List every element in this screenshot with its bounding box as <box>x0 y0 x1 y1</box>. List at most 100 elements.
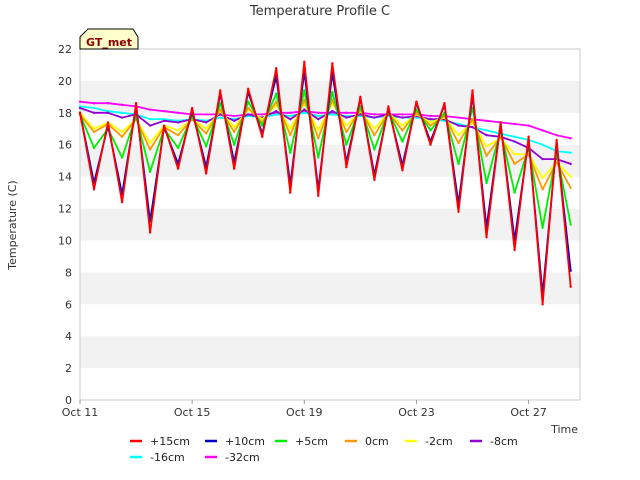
series-point <box>190 106 194 110</box>
series-point <box>429 124 432 127</box>
series-point <box>429 129 432 132</box>
series-point <box>331 113 334 116</box>
series-point <box>233 130 236 134</box>
x-tick-label: Oct 11 <box>62 406 99 419</box>
series-point <box>233 119 236 122</box>
series-point <box>569 285 572 288</box>
y-tick-label: 12 <box>58 203 72 216</box>
series-point <box>541 226 544 229</box>
series-point <box>513 248 516 252</box>
series-point <box>569 186 572 190</box>
series-layer <box>78 60 572 306</box>
plot-band <box>80 112 580 145</box>
series-point <box>120 130 124 134</box>
y-axis-label: Temperature (C) <box>6 180 19 270</box>
series-point <box>261 113 264 116</box>
series-point <box>471 118 474 121</box>
y-tick-label: 20 <box>58 75 72 88</box>
y-tick-label: 22 <box>58 43 72 56</box>
plot-band <box>80 336 580 369</box>
series-point <box>218 89 222 92</box>
gt-met-badge: GT_met <box>79 28 139 50</box>
x-axis-ticks: Oct 11 Oct 15 Oct 19 Oct 23 Oct 27 <box>62 400 547 419</box>
series-point <box>162 124 166 127</box>
series-point <box>569 223 572 226</box>
series-point <box>275 66 278 70</box>
series-point <box>555 161 558 164</box>
series-point <box>218 102 222 105</box>
legend-item: -2cm <box>405 435 453 448</box>
series-point <box>429 143 432 146</box>
series-point <box>541 129 544 132</box>
series-point <box>120 116 124 119</box>
series-point <box>303 108 306 111</box>
x-tick-label: Oct 15 <box>174 406 211 419</box>
series-point <box>429 114 432 118</box>
x-tick-label: Oct 27 <box>510 406 547 419</box>
legend-label: -2cm <box>425 435 453 448</box>
series-point <box>106 102 110 105</box>
series-point <box>92 188 96 191</box>
series-point <box>233 167 236 170</box>
series-point <box>303 98 306 102</box>
series-point <box>485 236 488 239</box>
series-point <box>443 102 446 105</box>
series-point <box>247 106 250 110</box>
series-point <box>148 124 152 127</box>
series-point <box>233 143 236 146</box>
series-point <box>485 154 488 158</box>
series-point <box>387 105 390 108</box>
legend: +15cm +10cm +5cm 0cm -2cm -8cm -16cm -32cm <box>130 435 518 464</box>
series-point <box>289 191 292 194</box>
series-point <box>457 133 460 137</box>
legend-label: +5cm <box>295 435 328 448</box>
legend-item: -16cm <box>130 451 185 464</box>
series-point <box>134 102 138 105</box>
y-axis-ticks: 0 2 4 6 8 10 12 14 16 18 20 22 <box>58 43 72 407</box>
series-point <box>120 156 124 159</box>
plot-band <box>80 176 580 209</box>
legend-item: +10cm <box>205 435 265 448</box>
series-point <box>261 118 264 121</box>
series-point <box>233 114 236 118</box>
series-point <box>527 135 530 138</box>
legend-item: 0cm <box>345 435 389 448</box>
plot-band <box>80 208 580 241</box>
series-point <box>317 137 320 140</box>
series-point <box>233 125 236 129</box>
series-point <box>555 138 558 142</box>
series-point <box>289 127 292 130</box>
series-point <box>373 133 376 137</box>
y-tick-label: 0 <box>65 394 72 407</box>
series-point <box>331 90 334 94</box>
legend-label: -8cm <box>490 435 518 448</box>
series-point <box>148 141 152 145</box>
series-point <box>275 100 278 103</box>
series-point <box>148 108 152 111</box>
series-point <box>527 124 530 127</box>
chart-title: Temperature Profile C <box>249 4 390 19</box>
series-point <box>569 151 572 154</box>
legend-label: 0cm <box>365 435 389 448</box>
series-point <box>471 125 474 129</box>
series-point <box>415 100 418 103</box>
series-point <box>317 194 320 197</box>
series-point <box>485 181 488 185</box>
y-tick-label: 10 <box>58 234 72 247</box>
y-tick-label: 2 <box>65 362 72 375</box>
series-point <box>471 89 474 92</box>
series-point <box>401 140 404 143</box>
series-point <box>176 146 180 150</box>
y-tick-label: 8 <box>65 266 72 279</box>
series-point <box>457 124 460 127</box>
series-point <box>275 110 278 113</box>
series-point <box>289 133 292 137</box>
series-point <box>345 130 348 134</box>
series-point <box>261 124 264 127</box>
legend-label: +10cm <box>225 435 265 448</box>
series-point <box>204 121 208 124</box>
plot-band <box>80 240 580 273</box>
series-point <box>289 114 292 118</box>
series-point <box>106 121 110 124</box>
series-point <box>373 113 376 116</box>
